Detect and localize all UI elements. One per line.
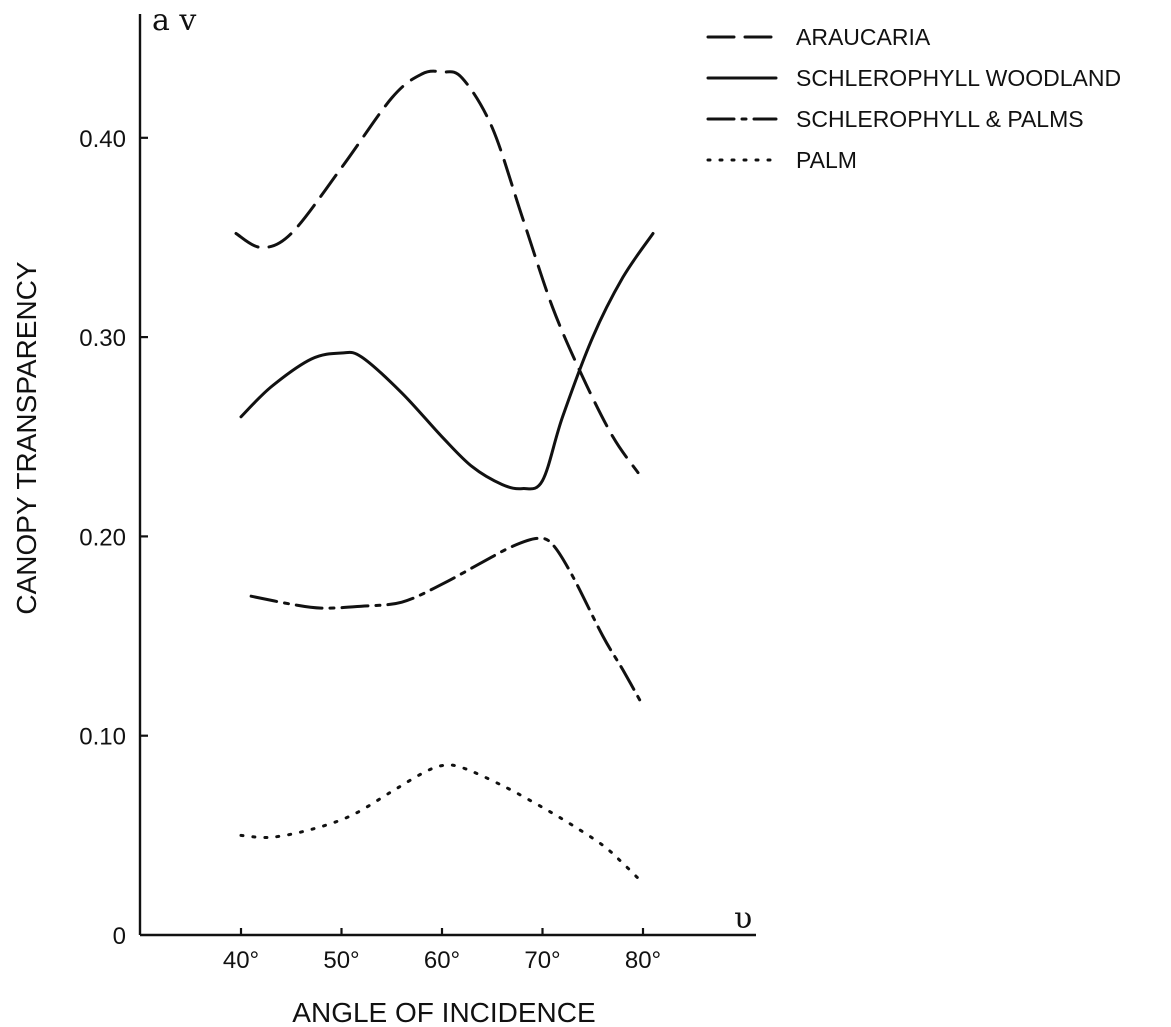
series-line-schlerophyll-and-palms: [249, 536, 645, 708]
legend-label-schlerophyll-woodland: SCHLEROPHYLL WOODLAND: [796, 65, 1121, 91]
axes: [138, 14, 756, 937]
y-axis-title: CANOPY TRANSPARENCY: [11, 261, 42, 615]
x-tick-label-80: 80°: [625, 947, 661, 974]
series-line-palm: [239, 763, 645, 885]
legend-label-palm: PALM: [796, 147, 857, 173]
legend-label-araucaria: ARAUCARIA: [796, 24, 931, 50]
ticks: 40° 50° 60° 70° 80° 0 0.10 0.20 0.30 0.40: [79, 126, 661, 974]
legend-label-schlerophyll-and-palms: SCHLEROPHYLL & PALMS: [796, 106, 1084, 132]
x-tick-label-50: 50°: [323, 947, 359, 974]
series-line-araucaria: [234, 69, 640, 475]
x-axis-symbol: υ: [734, 901, 752, 936]
series-line-schlerophyll-woodland: [239, 232, 655, 491]
y-tick-label-0: 0: [113, 923, 126, 950]
y-tick-label-0.10: 0.10: [79, 724, 126, 751]
y-tick-label-0.40: 0.40: [79, 126, 126, 153]
y-axis-symbol: a v: [152, 3, 196, 38]
x-tick-label-40: 40°: [223, 947, 259, 974]
x-tick-label-60: 60°: [424, 947, 460, 974]
x-tick-label-70: 70°: [524, 947, 560, 974]
y-tick-label-0.30: 0.30: [79, 325, 126, 352]
x-axis-title: ANGLE OF INCIDENCE: [292, 997, 595, 1027]
legend: ARAUCARIA SCHLEROPHYLL WOODLAND SCHLEROPHY…: [706, 24, 1121, 173]
series-group: [234, 69, 655, 885]
y-tick-label-0.20: 0.20: [79, 524, 126, 551]
